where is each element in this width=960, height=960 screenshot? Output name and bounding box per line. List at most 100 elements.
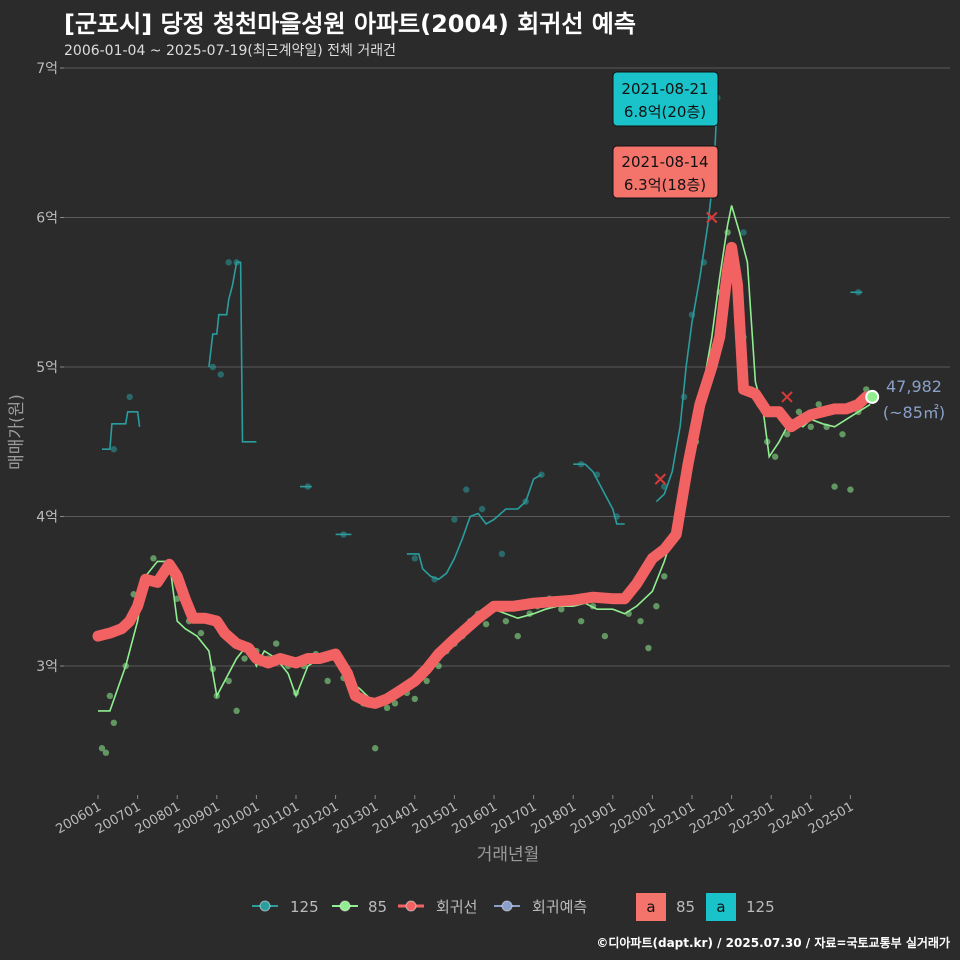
series-125-line	[208, 261, 257, 443]
annotation-max-85-box	[612, 145, 719, 199]
transaction-point	[451, 516, 458, 523]
transaction-point	[740, 229, 747, 236]
transaction-point	[653, 603, 660, 610]
legend-box-85: a 85	[636, 893, 695, 921]
series-125-line	[573, 463, 625, 525]
transaction-point	[126, 393, 133, 401]
transaction-point	[324, 677, 331, 685]
y-axis-label: 매매가(원)	[7, 394, 27, 470]
series-lines	[92, 97, 880, 712]
transaction-point	[795, 408, 803, 416]
annotation-max-85-price: 6.3억(18층)	[624, 176, 706, 194]
transaction-point	[98, 745, 106, 752]
annotation-max-125-price: 6.8억(20층)	[624, 103, 706, 121]
y-tick-label: 6억	[36, 211, 58, 227]
legend-item-forecast: 회귀예측	[494, 898, 587, 916]
transaction-point	[577, 617, 585, 625]
chart-subtitle: 2006-01-04 ~ 2025-07-19(최근계약일) 전체 거래건	[64, 43, 396, 59]
legend-box-glyph-125: a	[716, 898, 725, 916]
x-axis-ticks: 2006012007012008012009012010012011012012…	[54, 795, 856, 837]
x-marker	[781, 391, 793, 403]
source-credit: ©디아파트(dapt.kr) / 2025.07.30 / 자료=국토교통부 실…	[596, 936, 950, 950]
transaction-point	[771, 453, 779, 460]
transaction-point	[502, 617, 510, 625]
transaction-point	[383, 704, 391, 712]
series-125-line	[655, 97, 719, 503]
transaction-point	[645, 644, 652, 652]
transaction-point	[423, 677, 430, 685]
annotation-max-85: 2021-08-14 6.3억(18층)	[612, 145, 719, 199]
transaction-point	[241, 655, 248, 662]
transaction-point	[847, 486, 854, 493]
transaction-point	[411, 695, 418, 703]
transaction-point	[831, 483, 838, 490]
transaction-point	[225, 677, 232, 685]
legend-swatch-dot	[501, 900, 513, 912]
transaction-point	[209, 363, 217, 371]
legend-box-125: a 125	[706, 893, 775, 921]
forecast-point	[865, 389, 880, 404]
legend-swatch-dot	[259, 900, 271, 912]
transaction-point	[637, 617, 644, 625]
transaction-points	[98, 94, 870, 756]
series-85-line	[98, 205, 871, 712]
transaction-point	[110, 446, 118, 453]
legend-label-forecast: 회귀예측	[532, 898, 587, 916]
annotation-max-125-box	[612, 71, 719, 127]
transaction-point	[411, 555, 418, 562]
x-tick-label: 202501	[806, 799, 856, 837]
y-axis-ticks: 3억 4억 5억 6억 7억	[36, 61, 64, 675]
annotation-max-85-date: 2021-08-14	[621, 153, 708, 171]
transaction-point	[391, 700, 399, 707]
transaction-point	[233, 707, 240, 715]
x-marker	[654, 473, 667, 485]
y-tick-label: 3억	[36, 659, 58, 675]
legend-swatch-dot	[405, 900, 417, 912]
legend-box-label-125: 125	[746, 898, 775, 916]
forecast-area-label: (~85㎡)	[883, 403, 945, 422]
x-marker	[706, 211, 718, 224]
transaction-point	[106, 692, 114, 700]
transaction-point	[601, 632, 609, 640]
legend-box-swatch-85	[636, 893, 666, 921]
transaction-point	[863, 386, 870, 393]
transaction-point	[463, 486, 470, 493]
transaction-point	[110, 719, 118, 727]
annotation-max-125: 2021-08-21 6.8억(20층)	[612, 71, 719, 127]
annotation-max-125-date: 2021-08-21	[621, 80, 708, 98]
regression-line	[92, 241, 872, 709]
legend-label-85: 85	[368, 898, 387, 916]
legend-swatch-dot	[339, 900, 351, 912]
transaction-point	[372, 745, 379, 752]
chart-title: [군포시] 당정 청천마을성원 아파트(2004) 회귀선 예측	[64, 10, 636, 38]
transaction-point	[273, 640, 280, 647]
legend-item-85: 85	[332, 898, 387, 916]
y-tick-label: 5억	[36, 360, 58, 376]
transaction-point	[661, 573, 668, 580]
legend: 125 85 회귀선 회귀예측 a 85 a 125	[252, 893, 775, 921]
legend-label-125: 125	[290, 898, 319, 916]
transaction-point	[150, 555, 157, 562]
transaction-point	[498, 550, 506, 558]
transaction-point	[482, 620, 490, 628]
y-tick-label: 7억	[36, 61, 58, 77]
grid-lines	[64, 67, 950, 667]
x-markers	[654, 211, 793, 485]
legend-box-label-85: 85	[676, 898, 695, 916]
transaction-point	[839, 431, 846, 438]
x-axis-label: 거래년월	[477, 845, 540, 865]
transaction-point	[217, 371, 224, 378]
legend-box-glyph-85: a	[646, 898, 655, 916]
transaction-point	[815, 401, 822, 408]
legend-item-125: 125	[252, 898, 319, 916]
transaction-point	[197, 629, 205, 637]
legend-label-regression: 회귀선	[436, 898, 477, 916]
forecast-value-label: 47,982	[886, 377, 942, 396]
legend-item-regression: 회귀선	[398, 898, 477, 916]
transaction-point	[783, 431, 791, 438]
series-125-line	[406, 473, 542, 581]
transaction-point	[478, 505, 486, 513]
transaction-point	[225, 259, 232, 266]
transaction-point	[807, 423, 814, 430]
